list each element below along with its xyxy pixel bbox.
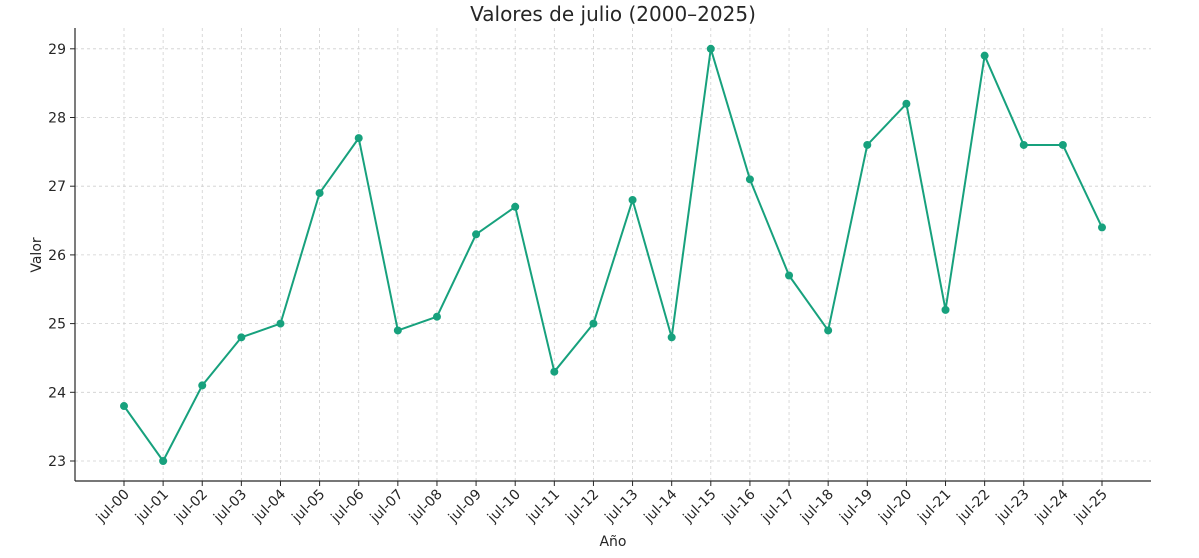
x-tick-label: jul-10 xyxy=(484,487,524,527)
y-tick-label: 27 xyxy=(48,179,66,195)
data-point xyxy=(628,195,637,204)
x-tick-label: jul-21 xyxy=(914,487,954,527)
x-tick-label: jul-17 xyxy=(758,487,798,527)
x-tick-label: jul-18 xyxy=(797,487,837,527)
data-point xyxy=(159,457,168,465)
data-point xyxy=(589,319,598,328)
data-point xyxy=(276,319,285,328)
x-tick-label: jul-12 xyxy=(562,487,602,527)
y-tick-label: 29 xyxy=(48,42,66,58)
y-tick-label: 23 xyxy=(48,454,66,470)
data-point xyxy=(745,175,754,184)
data-point xyxy=(1019,140,1028,149)
data-point xyxy=(511,202,520,211)
x-tick-label: jul-22 xyxy=(953,487,993,527)
x-axis-label: Año xyxy=(599,534,626,550)
y-axis-ticks: 23 24 25 26 27 28 29 xyxy=(48,42,75,470)
data-point xyxy=(472,230,481,239)
data-point xyxy=(120,402,128,411)
data-point xyxy=(198,381,207,390)
chart-title: Valores de julio (2000–2025) xyxy=(470,2,756,26)
data-point xyxy=(393,326,402,335)
data-point xyxy=(237,333,246,342)
x-tick-label: jul-23 xyxy=(993,487,1033,527)
x-axis-ticks: jul-00 jul-01 jul-02 jul-03 jul-04 jul-05 jul-… xyxy=(93,481,1111,526)
x-tick-label: jul-14 xyxy=(641,486,681,526)
y-tick-label: 25 xyxy=(48,317,66,333)
grid-lines xyxy=(75,28,1151,481)
data-point xyxy=(863,140,872,149)
data-point xyxy=(980,51,989,60)
x-tick-label: jul-15 xyxy=(680,487,720,527)
y-tick-label: 28 xyxy=(48,111,66,127)
data-point xyxy=(667,333,676,342)
data-point xyxy=(902,99,911,108)
x-tick-label: jul-08 xyxy=(406,487,446,527)
x-tick-label: jul-16 xyxy=(719,486,759,526)
data-point xyxy=(706,44,715,53)
x-tick-label: jul-00 xyxy=(93,487,133,527)
x-tick-label: jul-20 xyxy=(875,487,915,527)
data-point xyxy=(432,312,441,321)
x-tick-label: jul-09 xyxy=(445,487,485,527)
y-tick-label: 24 xyxy=(48,385,66,401)
x-tick-label: jul-19 xyxy=(836,487,876,527)
x-tick-label: jul-04 xyxy=(249,486,289,526)
x-tick-label: jul-24 xyxy=(1032,486,1072,526)
x-tick-label: jul-11 xyxy=(523,487,563,527)
x-tick-label: jul-07 xyxy=(367,487,407,527)
data-point xyxy=(315,189,324,198)
data-point xyxy=(550,367,559,376)
data-point xyxy=(1098,223,1106,232)
x-tick-label: jul-13 xyxy=(601,487,641,527)
y-axis-label: Valor xyxy=(29,237,45,273)
data-point xyxy=(354,134,363,143)
data-point xyxy=(941,305,950,314)
data-point xyxy=(824,326,833,335)
x-tick-label: jul-02 xyxy=(171,487,211,527)
x-tick-label: jul-01 xyxy=(132,487,172,527)
y-tick-label: 26 xyxy=(48,248,66,264)
x-tick-label: jul-25 xyxy=(1071,487,1111,527)
series-group xyxy=(120,44,1106,465)
x-tick-label: jul-05 xyxy=(288,487,328,527)
x-tick-label: jul-03 xyxy=(210,487,250,527)
x-tick-label: jul-06 xyxy=(328,486,368,526)
data-point xyxy=(1058,140,1067,149)
data-point xyxy=(785,271,794,280)
series-line xyxy=(123,47,1103,462)
